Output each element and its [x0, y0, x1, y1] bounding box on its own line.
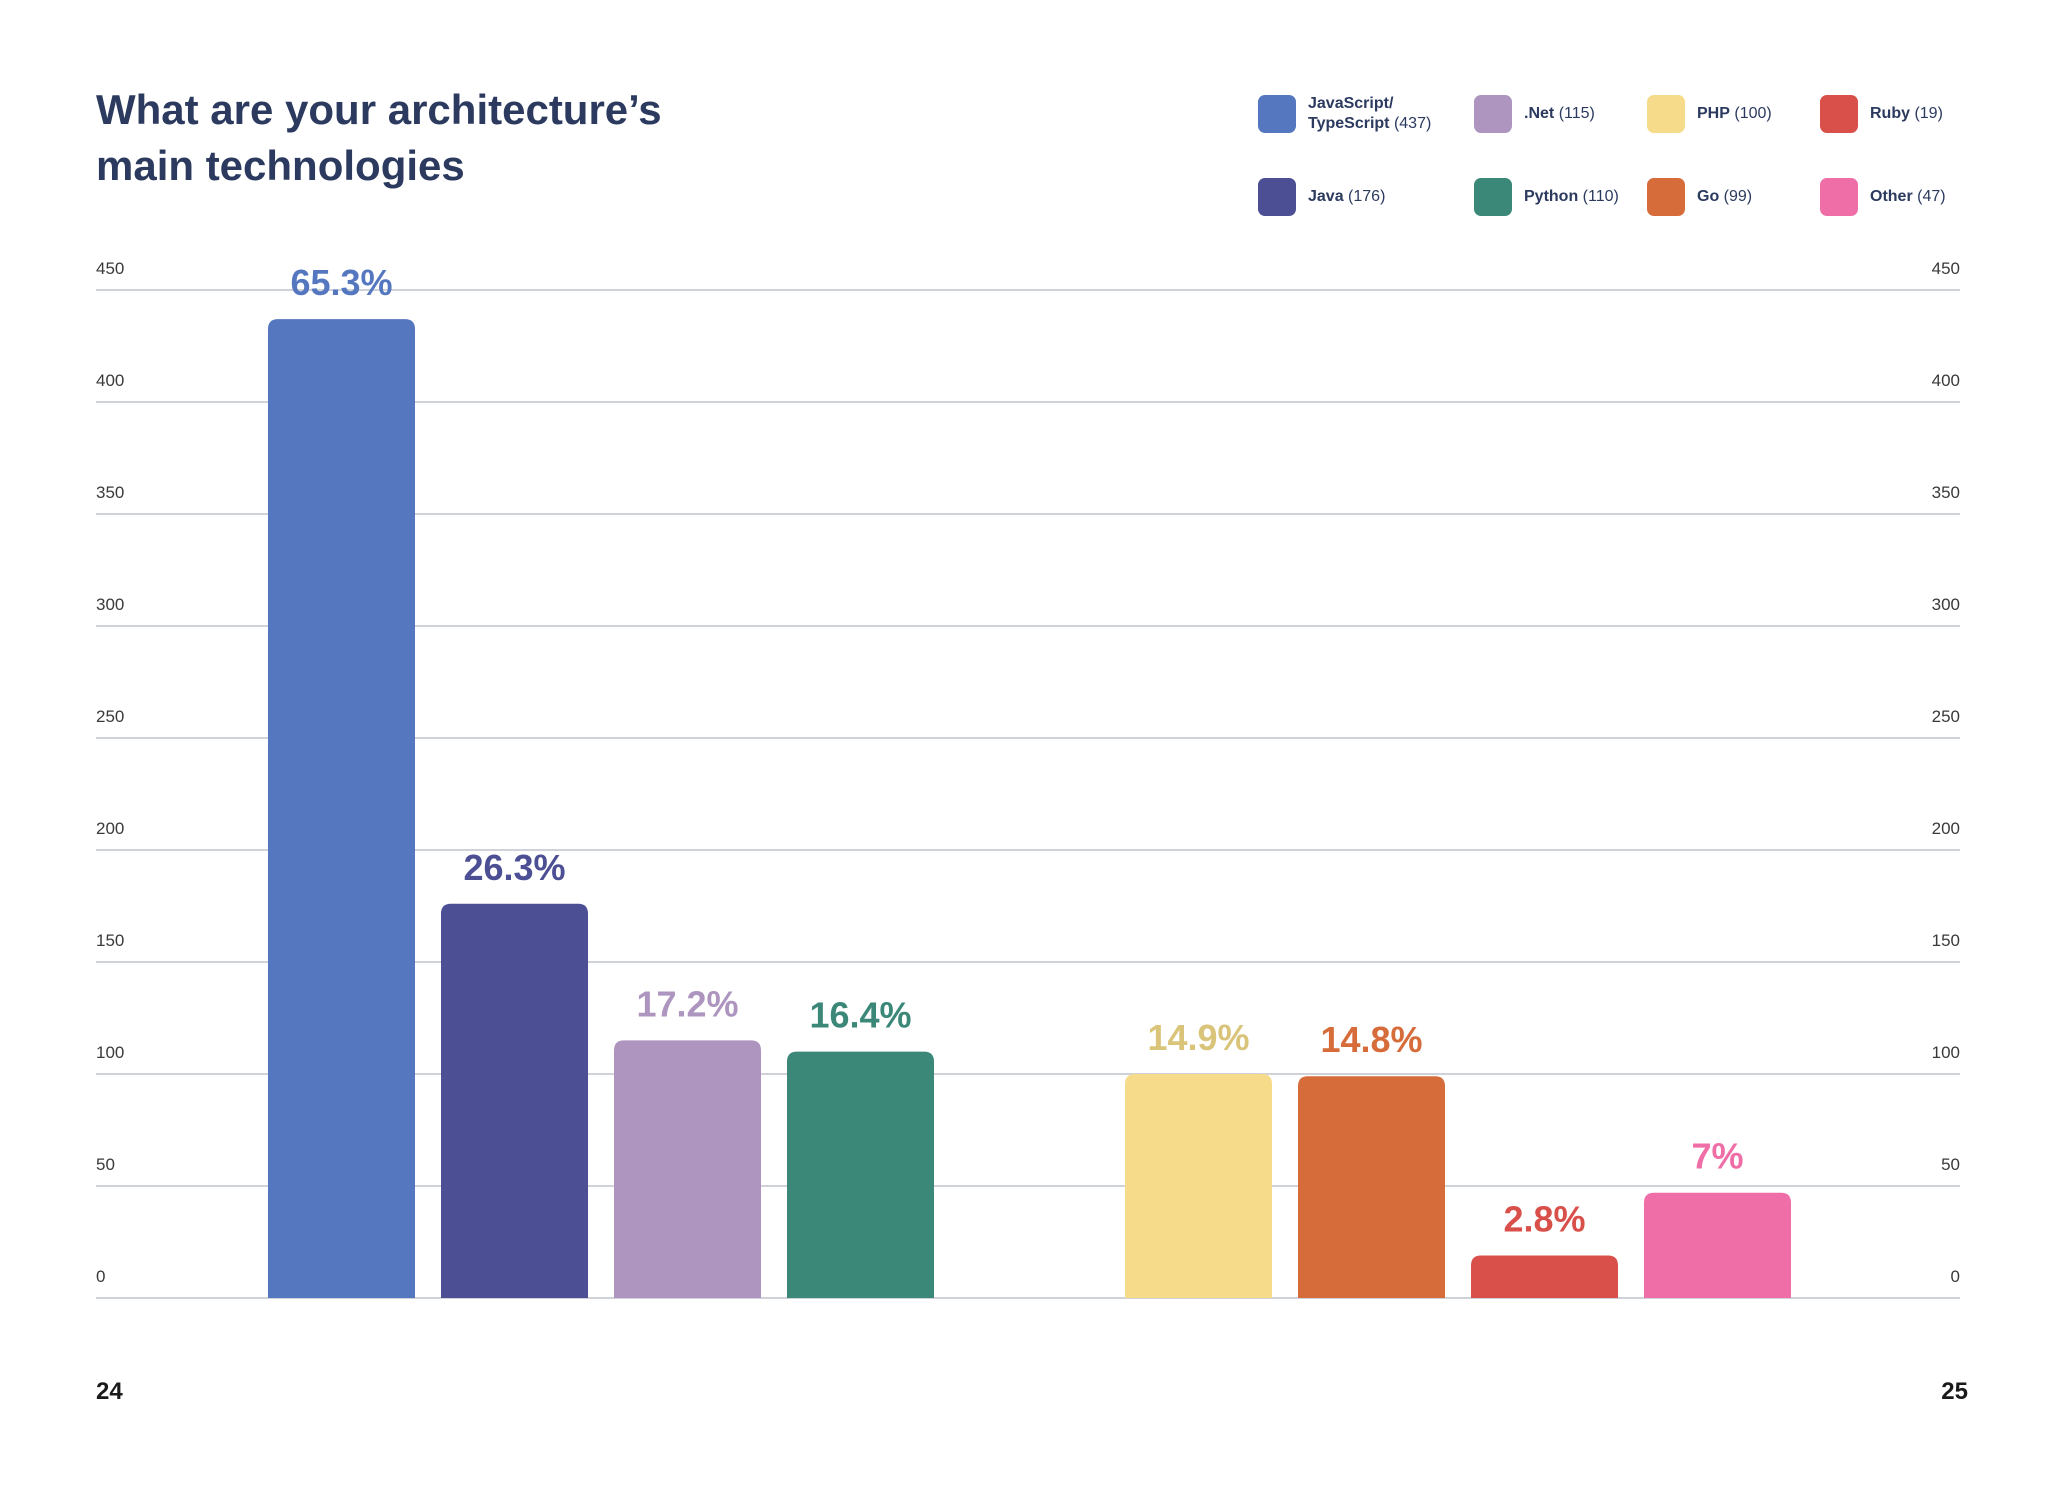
- legend-swatch: [1474, 178, 1512, 216]
- legend-label: .Net (115): [1524, 105, 1595, 122]
- bar-python: [787, 1051, 934, 1298]
- legend-label: PHP (100): [1697, 105, 1772, 122]
- legend-label: Other (47): [1870, 188, 1946, 205]
- legend-item-dotnet: .Net (115): [1474, 94, 1649, 134]
- y-tick-label-left: 50: [96, 1155, 115, 1174]
- y-tick-label-right: 400: [1932, 371, 1960, 390]
- y-tick-label-right: 150: [1932, 931, 1960, 950]
- y-tick-label-right: 350: [1932, 483, 1960, 502]
- legend-label: Java (176): [1308, 188, 1386, 205]
- bar-value-label: 7%: [1691, 1136, 1743, 1177]
- legend-label: Go (99): [1697, 188, 1753, 205]
- y-tick-label-right: 50: [1941, 1155, 1960, 1174]
- y-tick-label-left: 400: [96, 371, 124, 390]
- legend-swatch: [1258, 178, 1296, 216]
- page-number-left: 24: [96, 1378, 123, 1405]
- legend-item-java: Java (176): [1258, 177, 1433, 217]
- bar-value-label: 2.8%: [1503, 1198, 1585, 1239]
- y-tick-label-right: 450: [1932, 259, 1960, 278]
- bar-go: [1298, 1076, 1445, 1298]
- page-number-right: 25: [1941, 1378, 1968, 1405]
- bar-net: [614, 1040, 761, 1298]
- bar-ruby: [1471, 1255, 1618, 1298]
- y-tick-label-right: 250: [1932, 707, 1960, 726]
- legend-swatch: [1474, 95, 1512, 133]
- y-tick-label-left: 0: [96, 1267, 105, 1286]
- bar-other: [1644, 1192, 1791, 1298]
- legend-swatch: [1820, 95, 1858, 133]
- bar-value-label: 16.4%: [809, 995, 911, 1036]
- y-tick-label-left: 100: [96, 1043, 124, 1062]
- legend-swatch: [1820, 178, 1858, 216]
- y-tick-label-left: 250: [96, 707, 124, 726]
- y-tick-label-left: 200: [96, 819, 124, 838]
- legend-label: Ruby (19): [1870, 105, 1943, 122]
- legend-label: JavaScript/ TypeScript (437): [1308, 95, 1432, 132]
- legend-item-go: Go (99): [1647, 177, 1822, 217]
- y-tick-label-right: 300: [1932, 595, 1960, 614]
- bar-value-label: 26.3%: [463, 847, 565, 888]
- chart-legend: JavaScript/ TypeScript (437) .Net (115) …: [1258, 94, 1978, 224]
- chart-title: What are your architecture’s main techno…: [96, 86, 662, 189]
- y-tick-label-right: 100: [1932, 1043, 1960, 1062]
- legend-swatch: [1647, 178, 1685, 216]
- chart-data-labels: 65.3% 26.3% 17.2% 16.4% 14.9% 14.8% 2.8% 7%: [290, 262, 1743, 1239]
- y-axis-left: 0 50 100 150 200 250 300 350 400 450: [96, 259, 124, 1286]
- legend-item-other: Other (47): [1820, 177, 1995, 217]
- bar-php: [1125, 1074, 1272, 1298]
- y-tick-label-right: 200: [1932, 819, 1960, 838]
- legend-item-php: PHP (100): [1647, 94, 1822, 134]
- legend-swatch: [1258, 95, 1296, 133]
- chart-bars: [268, 319, 1791, 1298]
- bar-java: [441, 903, 588, 1298]
- legend-label: Python (110): [1524, 188, 1619, 205]
- y-tick-label-left: 450: [96, 259, 124, 278]
- bar-value-label: 17.2%: [636, 983, 738, 1024]
- y-tick-label-right: 0: [1951, 1267, 1960, 1286]
- bar-value-label: 14.9%: [1147, 1017, 1249, 1058]
- legend-item-ruby: Ruby (19): [1820, 94, 1995, 134]
- bar-value-label: 65.3%: [290, 262, 392, 303]
- y-tick-label-left: 150: [96, 931, 124, 950]
- legend-swatch: [1647, 95, 1685, 133]
- y-tick-label-left: 350: [96, 483, 124, 502]
- y-tick-label-left: 300: [96, 595, 124, 614]
- y-axis-right: 0 50 100 150 200 250 300 350 400 450: [1932, 259, 1960, 1286]
- legend-item-python: Python (110): [1474, 177, 1649, 217]
- bar-value-label: 14.8%: [1320, 1019, 1422, 1060]
- bar-javascript-typescript: [268, 319, 415, 1298]
- legend-item-javascript-typescript: JavaScript/ TypeScript (437): [1258, 94, 1433, 134]
